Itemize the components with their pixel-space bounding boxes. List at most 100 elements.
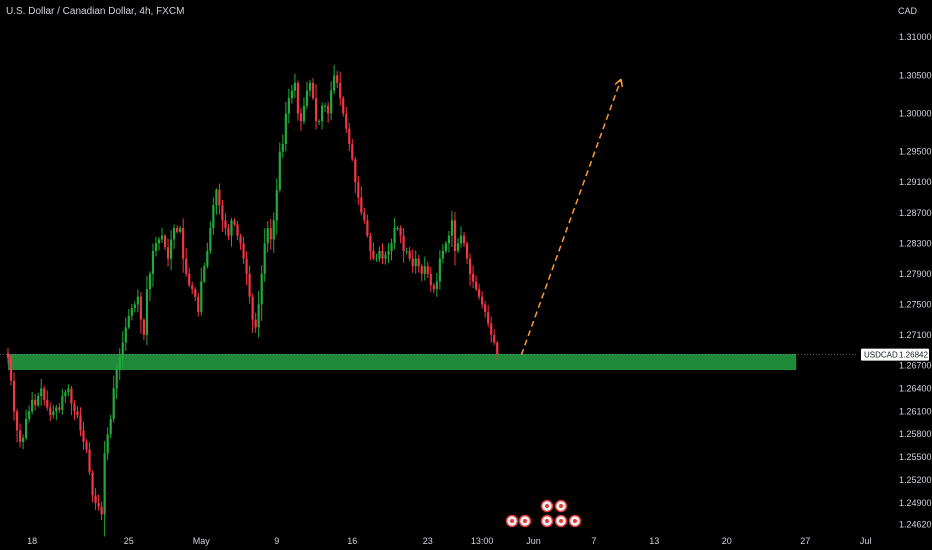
candle — [25, 409, 28, 441]
candle — [405, 247, 408, 255]
candle — [154, 236, 158, 257]
candle — [447, 230, 451, 253]
candle — [94, 488, 97, 510]
candle — [166, 238, 170, 267]
candle — [423, 256, 426, 281]
candle — [18, 423, 22, 448]
candle — [493, 329, 496, 345]
candle — [290, 84, 293, 104]
candle — [127, 309, 130, 330]
candle — [209, 221, 212, 254]
candle — [324, 102, 327, 112]
candle — [15, 408, 19, 443]
candle — [293, 73, 296, 99]
candle — [484, 300, 487, 318]
candle — [438, 250, 441, 290]
candle — [46, 390, 49, 411]
candle — [233, 218, 236, 227]
candle — [487, 305, 490, 328]
event-marker-icon[interactable] — [540, 514, 554, 528]
candle — [272, 212, 275, 253]
projection-arrowhead — [614, 78, 622, 85]
candle — [112, 375, 115, 423]
x-tick-label: Jun — [526, 536, 541, 546]
support-zone[interactable] — [8, 354, 797, 371]
candle — [179, 225, 182, 234]
y-tick-label: 1.26400 — [899, 383, 932, 393]
event-marker-icon[interactable] — [518, 514, 532, 528]
candle — [390, 238, 393, 261]
candle — [402, 227, 405, 263]
candle — [151, 243, 155, 287]
candle — [70, 386, 73, 416]
candle — [230, 218, 233, 247]
y-tick-label: 1.27900 — [899, 269, 932, 279]
candle — [169, 230, 173, 271]
y-tick-label: 1.29500 — [899, 147, 932, 157]
event-marker-icon[interactable] — [568, 514, 582, 528]
candle — [330, 81, 333, 121]
candle — [91, 470, 94, 503]
candle — [278, 142, 281, 193]
candle — [450, 210, 454, 248]
candle — [64, 389, 67, 404]
y-tick-label: 1.25800 — [899, 429, 932, 439]
candle — [248, 265, 251, 304]
x-tick-label: 27 — [800, 536, 810, 546]
candle — [339, 71, 342, 106]
candle — [475, 275, 478, 292]
currency-label: CAD — [898, 6, 918, 16]
candle — [245, 251, 248, 286]
candle — [118, 348, 121, 381]
candle — [429, 267, 432, 293]
candle — [426, 261, 429, 279]
y-tick-label: 1.28700 — [899, 208, 932, 218]
candle — [115, 364, 118, 400]
candle — [40, 378, 43, 406]
candle — [136, 289, 139, 313]
x-tick-label: 13:00 — [471, 536, 494, 546]
candle — [251, 293, 254, 333]
x-tick-label: May — [193, 536, 211, 546]
event-marker-icon[interactable] — [554, 499, 568, 513]
y-tick-label: 1.27100 — [899, 330, 932, 340]
candle — [31, 391, 34, 415]
candle — [145, 275, 149, 346]
candle — [478, 283, 481, 300]
projection-arrowhead — [620, 78, 624, 88]
candle — [85, 439, 88, 453]
candle — [384, 251, 387, 265]
x-tick-label: 23 — [423, 536, 433, 546]
candle — [67, 384, 70, 397]
candle — [191, 281, 194, 295]
candle — [6, 348, 10, 364]
candle — [200, 267, 203, 316]
candle — [124, 317, 127, 351]
candle — [372, 242, 375, 261]
y-tick-label: 1.26100 — [899, 406, 932, 416]
symbol-label: USDCAD — [864, 351, 898, 360]
candle — [242, 237, 245, 265]
event-marker-icon[interactable] — [505, 514, 519, 528]
candle — [106, 427, 109, 461]
candle — [221, 199, 224, 232]
x-tick-label: Jul — [860, 536, 872, 546]
candle — [266, 221, 269, 253]
candle — [369, 232, 372, 261]
y-tick-label: 1.25500 — [899, 452, 932, 462]
candle — [194, 287, 197, 302]
event-marker-icon[interactable] — [554, 514, 568, 528]
candle — [254, 312, 257, 334]
projection-arrow[interactable] — [520, 78, 622, 356]
candle — [263, 228, 266, 282]
candle — [160, 227, 164, 243]
candle — [351, 138, 354, 162]
candle — [197, 292, 200, 317]
candle — [218, 183, 221, 215]
candle — [342, 95, 345, 117]
event-marker-icon[interactable] — [540, 499, 554, 513]
candle — [49, 402, 52, 422]
candle — [236, 220, 239, 241]
candle — [227, 224, 230, 241]
